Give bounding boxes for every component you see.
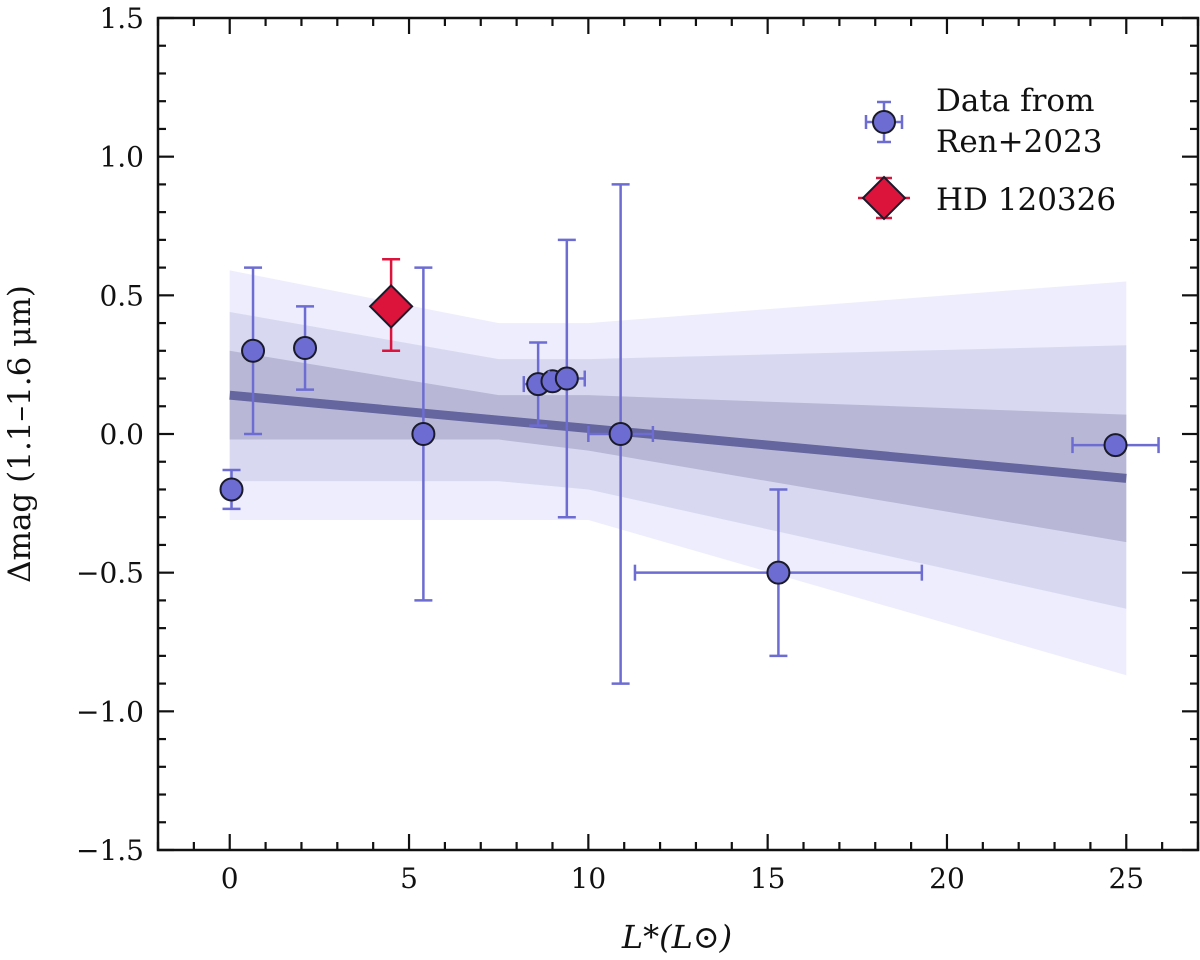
y-tick-label: −0.5	[76, 557, 144, 590]
y-tick-label: 1.0	[99, 141, 144, 174]
confidence-bands	[229, 270, 1127, 676]
data-point-0-8	[766, 560, 791, 585]
legend-entry-hd120326: HD 120326	[858, 175, 1116, 221]
axis-ticks	[156, 16, 1200, 852]
legend-label-ren2023-line1: Data from	[936, 83, 1094, 119]
x-tick-label: 10	[571, 862, 607, 895]
x-tick-label: 15	[750, 862, 786, 895]
data-point-0-3	[411, 422, 436, 446]
legend-ren-marker	[872, 110, 896, 134]
series-1	[368, 258, 414, 353]
x-tick-label: 20	[929, 862, 965, 895]
legend-hd-marker	[861, 175, 907, 221]
data-point-0-7	[608, 422, 633, 446]
band-inner	[229, 350, 1127, 543]
diamond-marker-1-0	[368, 284, 414, 329]
y-tick-label: −1.5	[76, 834, 144, 867]
series-0	[219, 183, 1160, 685]
data-point-0-1	[241, 338, 266, 363]
y-axis-label: Δmag (1.1–1.6 μm)	[2, 285, 38, 583]
data-point-0-2	[293, 336, 318, 361]
fit-line	[229, 390, 1127, 483]
data-point-0-9	[1103, 433, 1128, 458]
y-tick-label: 1.5	[99, 2, 144, 35]
data-point-0-0	[219, 477, 244, 502]
legend-label-hd120326: HD 120326	[936, 182, 1116, 218]
legend-label-ren2023-line2: Ren+2023	[936, 124, 1103, 160]
data-point-0-6	[554, 366, 579, 391]
y-tick-label: −1.0	[76, 695, 144, 728]
y-tick-label: 0.0	[99, 418, 144, 451]
data-points	[219, 183, 1160, 685]
x-tick-label: 25	[1108, 862, 1144, 895]
x-axis-label: L*(L⊙)	[621, 918, 732, 956]
y-tick-label: 0.5	[99, 279, 144, 312]
legend-entry-ren2023: Data from Ren+2023	[864, 83, 1103, 160]
x-tick-label: 5	[400, 862, 418, 895]
tick-labels: 0 5 10 15 20 25 1.5 1.0 0.5 0.0 −0.5 −1.0 −1.5	[76, 2, 1144, 895]
x-tick-label: 0	[221, 862, 239, 895]
fit-line-layer	[229, 390, 1127, 483]
legend: Data from Ren+2023 HD 120326	[858, 83, 1116, 221]
